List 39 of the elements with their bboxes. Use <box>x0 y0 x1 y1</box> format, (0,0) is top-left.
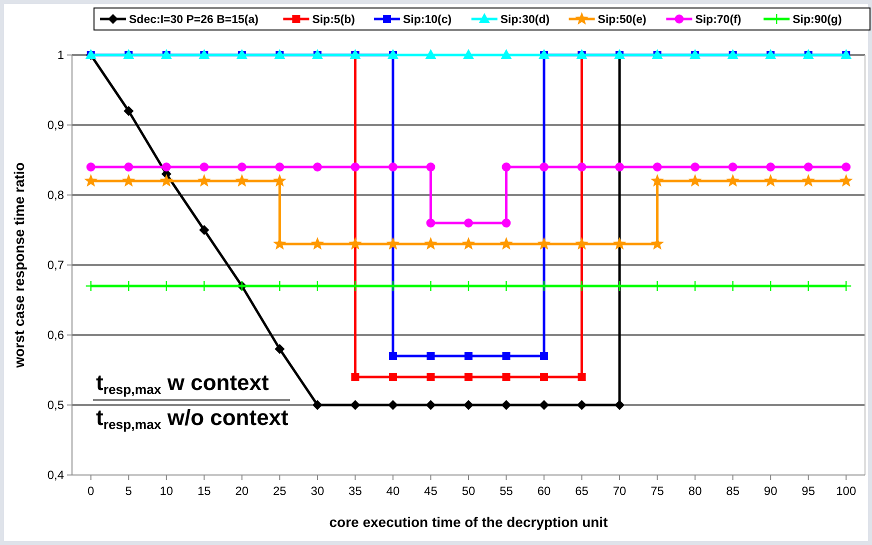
x-tick-label: 55 <box>500 484 514 498</box>
x-tick-label: 30 <box>310 484 324 498</box>
x-tick-label: 60 <box>537 484 552 498</box>
x-tick-label: 50 <box>462 484 476 498</box>
y-axis-title: worst case response time ratio <box>11 162 27 369</box>
x-tick-label: 65 <box>575 484 589 498</box>
y-tick-label: 0,6 <box>47 328 64 342</box>
legend-label: Sip:70(f) <box>695 14 742 26</box>
y-tick-label: 0,8 <box>47 188 64 202</box>
x-tick-label: 40 <box>386 484 400 498</box>
legend-label: Sip:50(e) <box>598 14 647 26</box>
y-tick-label: 0,9 <box>47 118 64 132</box>
x-tick-label: 80 <box>688 484 702 498</box>
legend-label: Sip:30(d) <box>500 14 550 26</box>
x-tick-label: 15 <box>197 484 212 498</box>
legend-label: Sdec:I=30 P=26 B=15(a) <box>129 14 259 26</box>
x-tick-label: 25 <box>273 484 287 498</box>
legend-label: Sip:10(c) <box>403 14 452 26</box>
legend-label: Sip:90(g) <box>792 14 842 26</box>
x-tick-label: 0 <box>88 484 95 498</box>
x-tick-label: 100 <box>836 484 856 498</box>
x-tick-label: 10 <box>160 484 174 498</box>
y-tick-label: 0,5 <box>47 398 64 412</box>
x-tick-label: 45 <box>424 484 438 498</box>
annotation: t$_{resp,max}$ w/o context <box>96 405 290 432</box>
x-tick-label: 20 <box>235 484 249 498</box>
x-tick-label: 90 <box>764 484 778 498</box>
x-tick-label: 5 <box>125 484 132 498</box>
x-axis-title: core execution time of the decryption unit <box>329 514 608 530</box>
annotation: t$_{resp,max}$ w context <box>96 370 270 397</box>
y-tick-label: 1 <box>57 48 64 62</box>
y-tick-label: 0,4 <box>47 468 64 482</box>
x-tick-label: 75 <box>650 484 664 498</box>
x-tick-label: 70 <box>612 484 627 498</box>
y-tick-label: 0,7 <box>47 258 64 272</box>
x-tick-label: 95 <box>802 484 816 498</box>
x-tick-label: 35 <box>348 484 362 498</box>
legend-label: Sip:5(b) <box>312 14 356 26</box>
x-tick-label: 85 <box>726 484 740 498</box>
